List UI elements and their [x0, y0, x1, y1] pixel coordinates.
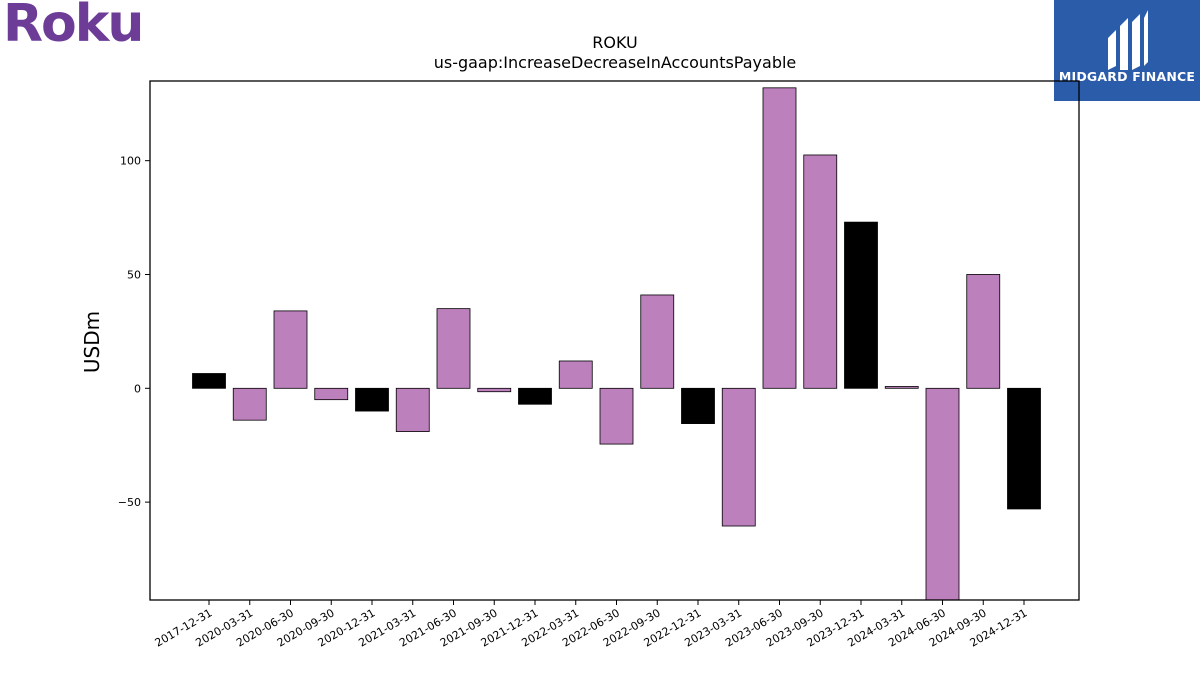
roku-logo: Roku — [3, 0, 144, 54]
plot-frame — [149, 80, 1080, 601]
y-tick-label: −50 — [118, 496, 141, 509]
midgard-finance-logo: MIDGARD FINANCE — [1054, 0, 1200, 101]
midgard-finance-wordmark: MIDGARD FINANCE — [1058, 69, 1196, 84]
bar-2024-03-31 — [884, 386, 919, 389]
bar-2020-09-30 — [314, 387, 349, 401]
bar-2021-12-31 — [518, 387, 552, 405]
bar-2022-12-31 — [681, 387, 715, 424]
y-axis-label: USDm — [80, 311, 104, 373]
x-ticks: 2017-12-312020-03-312020-06-302020-09-30… — [153, 600, 1030, 650]
bar-2020-03-31 — [232, 387, 267, 421]
bar-2021-03-31 — [395, 387, 430, 432]
bar-2022-03-31 — [558, 360, 593, 389]
bar-2024-12-31 — [1007, 387, 1041, 510]
chart-subtitle: us-gaap:IncreaseDecreaseInAccountsPayabl… — [434, 53, 797, 72]
bar-2020-06-30 — [273, 310, 308, 389]
bar-2021-06-30 — [436, 308, 471, 389]
bar-2023-06-30 — [762, 87, 797, 389]
bar-2024-06-30 — [925, 387, 960, 600]
bar-2023-09-30 — [803, 154, 838, 389]
bar-2022-06-30 — [599, 387, 634, 445]
bar-2022-09-30 — [640, 294, 675, 389]
bar-2023-12-31 — [844, 221, 878, 389]
y-tick-label: 0 — [134, 382, 141, 395]
bar-2020-12-31 — [355, 387, 389, 412]
bar-2024-09-30 — [966, 274, 1001, 389]
bar-2023-03-31 — [721, 387, 756, 527]
bars-layer — [192, 87, 1041, 600]
midgard-emblem-icon — [1108, 10, 1148, 70]
y-tick-label: 100 — [120, 155, 141, 168]
y-tick-label: 50 — [127, 268, 141, 281]
bar-2021-09-30 — [477, 387, 512, 393]
y-ticks: −50 0 50 100 — [118, 155, 150, 509]
chart-title: ROKU — [592, 33, 637, 52]
bar-2017-12-31 — [192, 373, 226, 389]
